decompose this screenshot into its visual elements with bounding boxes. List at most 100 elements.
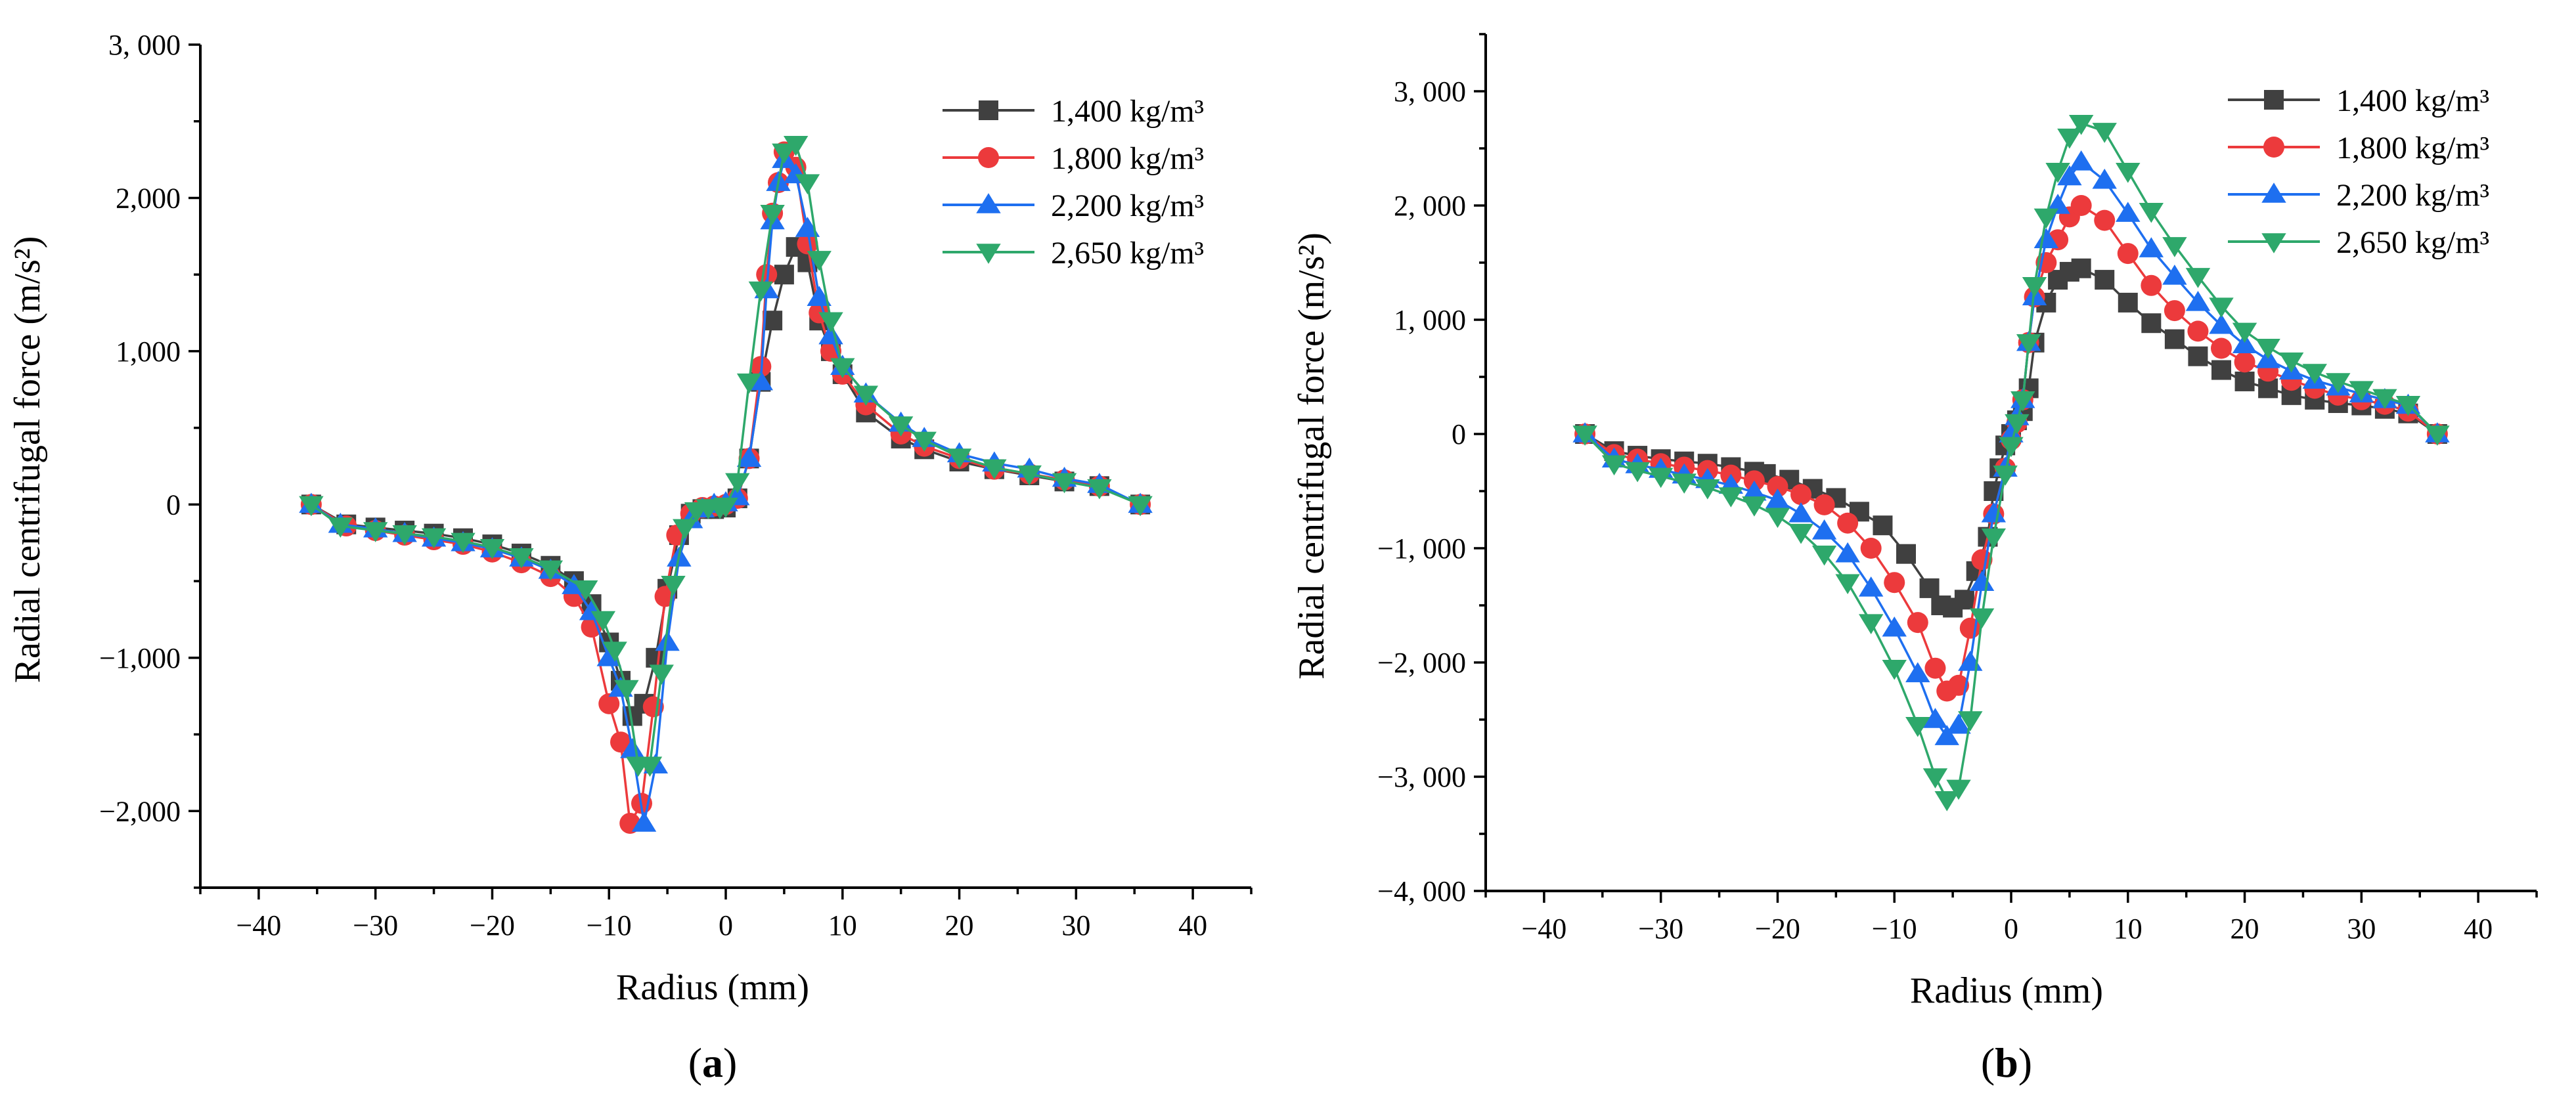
- data-point: [2118, 292, 2138, 313]
- data-point: [912, 431, 937, 452]
- series-s2650: [1572, 114, 2450, 812]
- data-point: [2234, 351, 2255, 373]
- y-tick-label: 2,000: [116, 182, 181, 214]
- panel-b-chart: −40 −30 −20 −10 0 10 20 30 40 −4, 000 −3, 000 −2, 0…: [1291, 33, 2538, 1086]
- data-point: [1742, 480, 1767, 501]
- data-point: [2070, 195, 2092, 216]
- data-point: [2255, 339, 2280, 359]
- data-point: [479, 538, 505, 559]
- data-point: [1981, 528, 2007, 549]
- data-point: [2022, 277, 2047, 297]
- data-point: [637, 756, 663, 777]
- data-point: [1813, 494, 1835, 515]
- y-tick-label: −3, 000: [1377, 761, 1466, 793]
- x-axis-title: Radius (mm): [616, 967, 809, 1008]
- legend-label: 2,650 kg/m³: [2336, 225, 2489, 260]
- data-point: [830, 358, 855, 379]
- data-point: [1835, 574, 1860, 595]
- x-tick-label: −30: [353, 909, 398, 942]
- x-tick-label: 30: [1061, 909, 1090, 942]
- data-point: [1922, 768, 1948, 789]
- legend-label: 1,400 kg/m³: [1051, 94, 1204, 129]
- data-point: [1742, 496, 1767, 517]
- data-point: [1811, 519, 1837, 540]
- data-point: [1905, 716, 1930, 737]
- data-point: [2139, 237, 2164, 257]
- data-point: [2185, 268, 2211, 288]
- data-point: [1695, 479, 1720, 500]
- data-point: [2164, 329, 2185, 349]
- series-line: [311, 246, 1141, 718]
- data-point: [328, 517, 353, 538]
- data-point: [1873, 515, 1893, 536]
- data-point: [1934, 725, 1959, 745]
- data-point: [2162, 265, 2187, 285]
- data-point: [673, 519, 698, 540]
- y-axis-title: Radial centrifugal force (m/s²): [7, 236, 48, 683]
- x-tick-label: 40: [1178, 909, 1207, 942]
- data-point: [1946, 713, 1971, 734]
- data-point: [538, 560, 564, 581]
- data-point: [1882, 616, 1907, 637]
- data-point: [2010, 391, 2035, 412]
- y-tick-label: 3, 000: [108, 29, 181, 61]
- data-point: [2258, 378, 2278, 399]
- data-point: [1052, 473, 1077, 494]
- x-tick-label: −20: [470, 909, 515, 942]
- data-point: [1718, 487, 1744, 508]
- legend-marker: [976, 244, 1001, 264]
- data-point: [2057, 128, 2082, 149]
- data-point: [2372, 389, 2397, 410]
- data-point: [748, 281, 774, 302]
- x-tick-label: −10: [587, 909, 632, 942]
- data-point: [509, 548, 534, 569]
- data-point: [602, 641, 627, 662]
- data-point: [2187, 320, 2209, 342]
- data-point: [2211, 337, 2232, 359]
- data-point: [2116, 163, 2141, 183]
- data-point: [2185, 291, 2211, 311]
- legend-label: 1,400 kg/m³: [2336, 83, 2489, 118]
- data-point: [2164, 300, 2185, 322]
- y-tick-label: −1, 000: [1377, 532, 1466, 565]
- data-point: [1672, 473, 1697, 494]
- data-point: [421, 528, 447, 549]
- data-point: [631, 812, 657, 832]
- x-tick-label: −40: [1521, 913, 1566, 945]
- data-point: [797, 233, 818, 255]
- data-point: [1948, 674, 1969, 696]
- legend-marker: [2261, 233, 2286, 253]
- data-point: [795, 174, 820, 194]
- series-s1800: [300, 141, 1151, 834]
- data-point: [1919, 578, 1940, 598]
- legend-marker: [976, 193, 1001, 213]
- data-point: [1835, 542, 1860, 563]
- data-point: [2349, 381, 2374, 401]
- data-point: [1128, 496, 1153, 517]
- x-tick-label: 40: [2464, 913, 2493, 945]
- x-tick-label: 30: [2347, 913, 2376, 945]
- data-point: [2232, 333, 2257, 354]
- data-point: [1625, 462, 1650, 483]
- x-tick-label: −30: [1638, 913, 1683, 945]
- data-point: [807, 251, 832, 271]
- data-point: [818, 312, 843, 333]
- data-point: [2016, 334, 2041, 355]
- data-point: [820, 340, 841, 362]
- data-point: [2071, 258, 2091, 278]
- data-point: [1858, 576, 1884, 597]
- panel-a-chart: −40 −30 −20 −10 0 10 20 30 40 −2,000 −1,000 0 1,000 2…: [7, 29, 1253, 1086]
- x-tick-label: 20: [945, 909, 974, 942]
- legend-label: 2,200 kg/m³: [1051, 188, 1204, 223]
- data-point: [2117, 243, 2139, 265]
- data-point: [1882, 659, 1907, 680]
- y-tick-label: −4, 000: [1377, 875, 1466, 907]
- x-tick-label: 0: [719, 909, 733, 942]
- data-point: [2425, 425, 2450, 446]
- data-point: [1767, 476, 1788, 498]
- data-point: [1765, 488, 1790, 509]
- legend-label: 2,650 kg/m³: [1051, 236, 1204, 271]
- data-point: [772, 143, 797, 164]
- data-point: [2045, 163, 2070, 183]
- legend-marker: [2261, 183, 2286, 203]
